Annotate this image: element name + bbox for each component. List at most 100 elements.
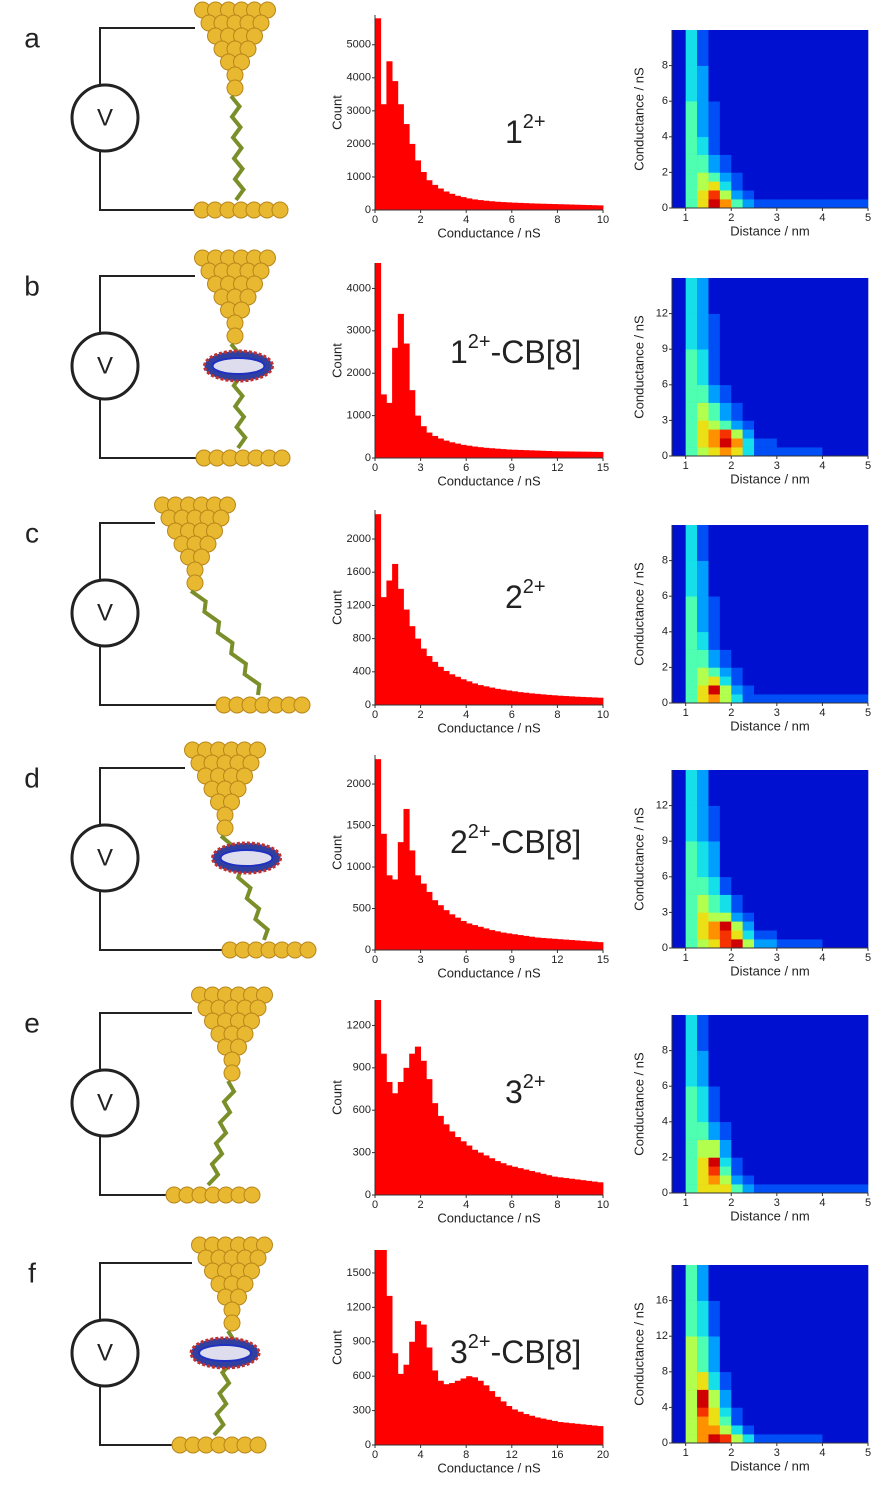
heatmap-cell bbox=[822, 912, 869, 922]
heatmap-cell bbox=[822, 685, 869, 695]
x-tick-label: 5 bbox=[865, 1197, 871, 1209]
heatmap-cell bbox=[742, 649, 755, 668]
histogram-bar bbox=[420, 648, 427, 705]
heatmap-cell bbox=[822, 770, 869, 806]
y-tick-label: 0 bbox=[662, 1187, 668, 1199]
x-tick-label: 3 bbox=[774, 707, 780, 719]
x-tick-label: 2 bbox=[728, 1447, 734, 1459]
heatmap-cell bbox=[697, 939, 709, 949]
y-tick-label: 2 bbox=[662, 661, 668, 673]
heatmap-cell bbox=[719, 172, 732, 182]
heatmap-cell bbox=[822, 402, 869, 421]
x-tick-label: 3 bbox=[774, 952, 780, 964]
histogram-bar bbox=[523, 203, 530, 210]
heatmap-cell bbox=[742, 1389, 755, 1408]
heatmap-cell bbox=[822, 525, 869, 561]
x-tick-label: 4 bbox=[819, 212, 825, 224]
heatmap-cell bbox=[776, 1434, 823, 1444]
heatmap-cell bbox=[776, 685, 823, 695]
y-tick-label: 1200 bbox=[347, 1301, 371, 1313]
heatmap-cell bbox=[719, 631, 732, 650]
compound-label: 22+ bbox=[505, 576, 546, 615]
heatmap-cell bbox=[708, 1371, 721, 1390]
heatmap-cell bbox=[708, 181, 721, 191]
heatmap-cell bbox=[719, 1050, 732, 1087]
heatmap-cell bbox=[708, 596, 721, 633]
histogram-bar bbox=[563, 939, 570, 950]
histogram-bar bbox=[551, 1420, 558, 1445]
histogram-bar bbox=[585, 451, 592, 458]
y-tick-label: 6 bbox=[662, 379, 668, 391]
heatmap-cell bbox=[776, 349, 823, 386]
histogram-bar bbox=[523, 1414, 530, 1445]
histogram-bar bbox=[454, 1137, 461, 1195]
x-tick-label: 8 bbox=[463, 1449, 469, 1461]
heatmap-cell bbox=[754, 685, 778, 695]
heatmap-cell bbox=[731, 447, 743, 457]
heatmap-cell bbox=[822, 65, 869, 102]
heatmap-cell bbox=[674, 420, 686, 430]
heatmap-cell bbox=[776, 912, 823, 922]
heatmap-cell bbox=[674, 560, 686, 597]
histogram-bar bbox=[580, 940, 587, 950]
heatmap-cell bbox=[697, 1336, 709, 1373]
voltmeter bbox=[70, 1318, 140, 1388]
y-tick-label: 1200 bbox=[347, 599, 371, 611]
heatmap-cell bbox=[697, 1300, 709, 1337]
histogram-bar bbox=[483, 686, 490, 705]
heatmap-cell bbox=[754, 1371, 778, 1390]
heatmap-cell bbox=[731, 199, 743, 209]
heatmap-cell bbox=[754, 921, 778, 931]
x-tick-label: 5 bbox=[865, 952, 871, 964]
histogram-bar bbox=[483, 447, 490, 458]
heatmap-cell bbox=[708, 631, 721, 650]
histogram-bar bbox=[500, 689, 507, 705]
heatmap-cell bbox=[708, 676, 721, 686]
y-tick-label: 6 bbox=[662, 95, 668, 107]
junction-schematic: V bbox=[70, 741, 317, 959]
histogram-bar bbox=[580, 696, 587, 705]
heatmap-cell bbox=[719, 447, 732, 457]
voltmeter-label: V bbox=[97, 352, 113, 379]
heatmap-cell bbox=[754, 841, 778, 878]
heatmap-cell bbox=[776, 805, 823, 842]
junction-schematic: V bbox=[70, 1, 289, 219]
histogram-bar bbox=[437, 1115, 444, 1195]
histogram-bar bbox=[511, 691, 518, 705]
heatmap-cell bbox=[776, 172, 823, 182]
heatmap-cell bbox=[674, 402, 686, 421]
cucurbituril-ring bbox=[198, 1344, 252, 1362]
histogram-bar bbox=[375, 1000, 382, 1195]
heatmap-cell bbox=[731, 770, 743, 806]
heatmap-cell bbox=[822, 438, 869, 448]
heatmap-cell bbox=[742, 420, 755, 430]
heatmap-cell bbox=[754, 1434, 778, 1444]
y-axis-label: Count bbox=[329, 835, 344, 870]
x-tick-label: 2 bbox=[728, 460, 734, 472]
histogram-bar bbox=[426, 1347, 433, 1445]
compound-charge: 2+ bbox=[468, 331, 491, 353]
heatmap-cell bbox=[731, 1300, 743, 1337]
x-tick-label: 9 bbox=[509, 462, 515, 474]
histogram-bar bbox=[500, 202, 507, 210]
circuit-wire bbox=[99, 27, 195, 85]
heatmap-cell bbox=[754, 1121, 778, 1140]
heatmap-cell bbox=[776, 429, 823, 439]
heatmap-cell bbox=[708, 384, 721, 403]
histogram-bar bbox=[409, 850, 416, 950]
heatmap-cell bbox=[674, 631, 686, 650]
heatmap-cell bbox=[697, 525, 709, 561]
x-tick-label: 6 bbox=[509, 1199, 515, 1211]
heatmap-cell bbox=[674, 1425, 686, 1435]
compound-host: -CB[8] bbox=[491, 334, 582, 370]
heatmap-cell bbox=[731, 596, 743, 633]
heatmap-cell bbox=[674, 438, 686, 448]
heatmap-cell bbox=[742, 172, 755, 182]
heatmap-cell bbox=[708, 939, 721, 949]
histogram-bar bbox=[534, 203, 541, 210]
heatmap-cell bbox=[731, 438, 743, 448]
heatmap-cell bbox=[685, 912, 698, 922]
histogram-bar bbox=[568, 696, 575, 705]
heatmap-cell bbox=[674, 1300, 686, 1337]
circuit-wire bbox=[99, 1262, 192, 1320]
